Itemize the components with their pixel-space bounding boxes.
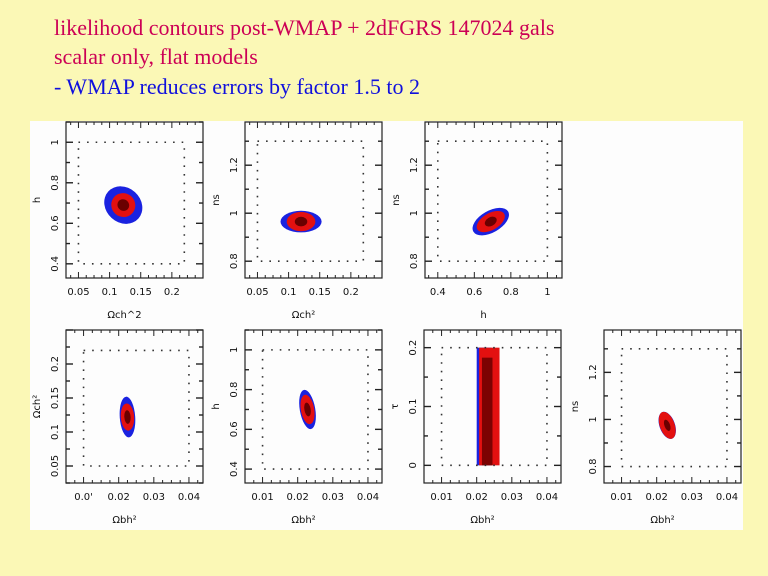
contour-dark — [294, 216, 308, 227]
prior-box — [440, 346, 548, 467]
plot-frame — [65, 121, 204, 279]
contour-dark — [663, 419, 671, 431]
y-axis-label: ns — [211, 194, 222, 206]
contour-dark — [124, 410, 131, 424]
y-tick-label: 0.4 — [229, 461, 240, 477]
plot-frame — [603, 329, 742, 484]
x-axis-label: Ωch^2 — [107, 310, 141, 321]
x-tick-label: 1 — [544, 287, 550, 298]
plot-frame — [424, 121, 563, 279]
contour-dark — [484, 216, 497, 227]
figure-panel: 0.05 0.1 0.15 0.2 0.4 0.6 0.8 1 Ωch^2 h 0.05 0.1 0.1… — [30, 121, 743, 530]
y-tick-label: 0.8 — [229, 382, 240, 398]
plot-frame — [244, 329, 383, 484]
x-tick-label: 0.04 — [178, 492, 200, 503]
x-tick-label: 0.03 — [143, 492, 165, 503]
x-tick-label: 0.1 — [281, 287, 297, 298]
x-tick-label: 0.05 — [246, 287, 268, 298]
y-tick-label: 1 — [229, 347, 240, 353]
x-tick-label: 0.01 — [430, 492, 452, 503]
x-tick-label: 0.02 — [646, 492, 668, 503]
contour-plot-1: 0.05 0.1 0.15 0.2 0.4 0.6 0.8 1 Ωch^2 h — [32, 121, 204, 321]
x-tick-label: 0.05 — [67, 287, 89, 298]
contour-plot-7: 0.01 0.02 0.03 0.04 0.8 1 1.2 Ωbh² ns — [570, 329, 742, 526]
x-tick-label: 0.6 — [466, 287, 482, 298]
plot-frame — [65, 329, 204, 484]
y-tick-label: 0.15 — [50, 387, 61, 409]
contour-dark — [481, 357, 493, 466]
x-tick-label: 0.04 — [716, 492, 738, 503]
y-tick-label: 0 — [408, 462, 419, 468]
y-axis-label: h — [211, 403, 222, 409]
x-tick-label: 0.04 — [536, 492, 558, 503]
x-tick-label: 0.01 — [251, 492, 273, 503]
y-tick-label: 1.2 — [229, 157, 240, 173]
slide-title-line-2: scalar only, flat models — [54, 44, 258, 69]
contour-plot-6: 0.01 0.02 0.03 0.04 0 0.1 0.2 Ωbh² τ — [390, 329, 562, 526]
plot-frame — [244, 121, 383, 279]
y-tick-label: 0.4 — [50, 256, 61, 272]
y-tick-label: 0.6 — [50, 215, 61, 231]
x-tick-label: 0.02 — [287, 492, 309, 503]
contour-plot-2: 0.05 0.1 0.15 0.2 0.8 1 1.2 Ωch² ns — [211, 121, 383, 321]
y-tick-label: 0.8 — [229, 253, 240, 269]
prior-box — [256, 140, 365, 263]
y-axis-label: h — [32, 197, 43, 203]
x-tick-label: 0.2 — [164, 287, 180, 298]
y-tick-label: 0.05 — [50, 455, 61, 477]
y-tick-label: 0.2 — [50, 356, 61, 372]
prior-box — [620, 348, 728, 468]
x-tick-label: 0.03 — [322, 492, 344, 503]
prior-box — [261, 349, 369, 470]
y-tick-label: 1.2 — [588, 364, 599, 380]
x-tick-label: 0.15 — [309, 287, 331, 298]
y-axis-label: ns — [570, 401, 581, 413]
y-tick-label: 0.8 — [50, 175, 61, 191]
prior-box — [436, 140, 549, 263]
y-tick-label: 0.1 — [50, 424, 61, 440]
contour-dark — [304, 402, 311, 417]
y-tick-label: 0.8 — [409, 253, 420, 269]
x-tick-label: 0.04 — [357, 492, 379, 503]
y-tick-label: 0.6 — [229, 421, 240, 437]
y-tick-label: 0.2 — [408, 340, 419, 356]
x-tick-label: 0.15 — [130, 287, 152, 298]
y-tick-label: 1.2 — [409, 157, 420, 173]
x-axis-label: Ωbh² — [291, 515, 315, 526]
slide-title-line-1: likelihood contours post-WMAP + 2dFGRS 1… — [54, 15, 555, 40]
contour-plot-3: 0.4 0.6 0.8 1 0.8 1 1.2 h ns — [391, 121, 563, 321]
x-axis-label: Ωbh² — [112, 515, 136, 526]
y-axis-label: Ωch² — [32, 395, 43, 419]
x-tick-label: 0.01 — [610, 492, 632, 503]
x-tick-label: 0.1 — [102, 287, 118, 298]
contour-plot-4: 0.0' 0.02 0.03 0.04 0.05 0.1 0.15 0.2 Ωbh² Ωch² — [32, 329, 204, 526]
x-axis-label: Ωbh² — [650, 515, 674, 526]
x-tick-label: 0.02 — [108, 492, 130, 503]
contour-dark — [117, 199, 130, 211]
slide-subtitle: - WMAP reduces errors by factor 1.5 to 2 — [54, 74, 420, 99]
x-tick-label: 0.0' — [74, 492, 93, 503]
x-tick-label: 0.4 — [430, 287, 446, 298]
x-tick-label: 0.03 — [681, 492, 703, 503]
x-tick-label: 0.2 — [343, 287, 359, 298]
y-tick-label: 0.8 — [588, 459, 599, 475]
y-tick-label: 1 — [229, 210, 240, 216]
x-tick-label: 0.02 — [466, 492, 488, 503]
y-tick-label: 0.1 — [408, 399, 419, 415]
prior-box — [77, 141, 186, 265]
x-axis-label: h — [480, 310, 486, 321]
x-tick-label: 0.8 — [503, 287, 519, 298]
contour-plot-grid: 0.05 0.1 0.15 0.2 0.4 0.6 0.8 1 Ωch^2 h 0.05 0.1 0.1… — [32, 121, 742, 526]
x-tick-label: 0.03 — [501, 492, 523, 503]
y-tick-label: 1 — [50, 139, 61, 145]
y-axis-label: ns — [391, 194, 402, 206]
x-axis-label: Ωch² — [292, 310, 316, 321]
contour-plot-5: 0.01 0.02 0.03 0.04 0.4 0.6 0.8 1 Ωbh² h — [211, 329, 383, 526]
prior-box — [82, 349, 190, 467]
y-axis-label: τ — [390, 403, 401, 409]
y-tick-label: 1 — [588, 416, 599, 422]
x-axis-label: Ωbh² — [470, 515, 494, 526]
y-tick-label: 1 — [409, 210, 420, 216]
